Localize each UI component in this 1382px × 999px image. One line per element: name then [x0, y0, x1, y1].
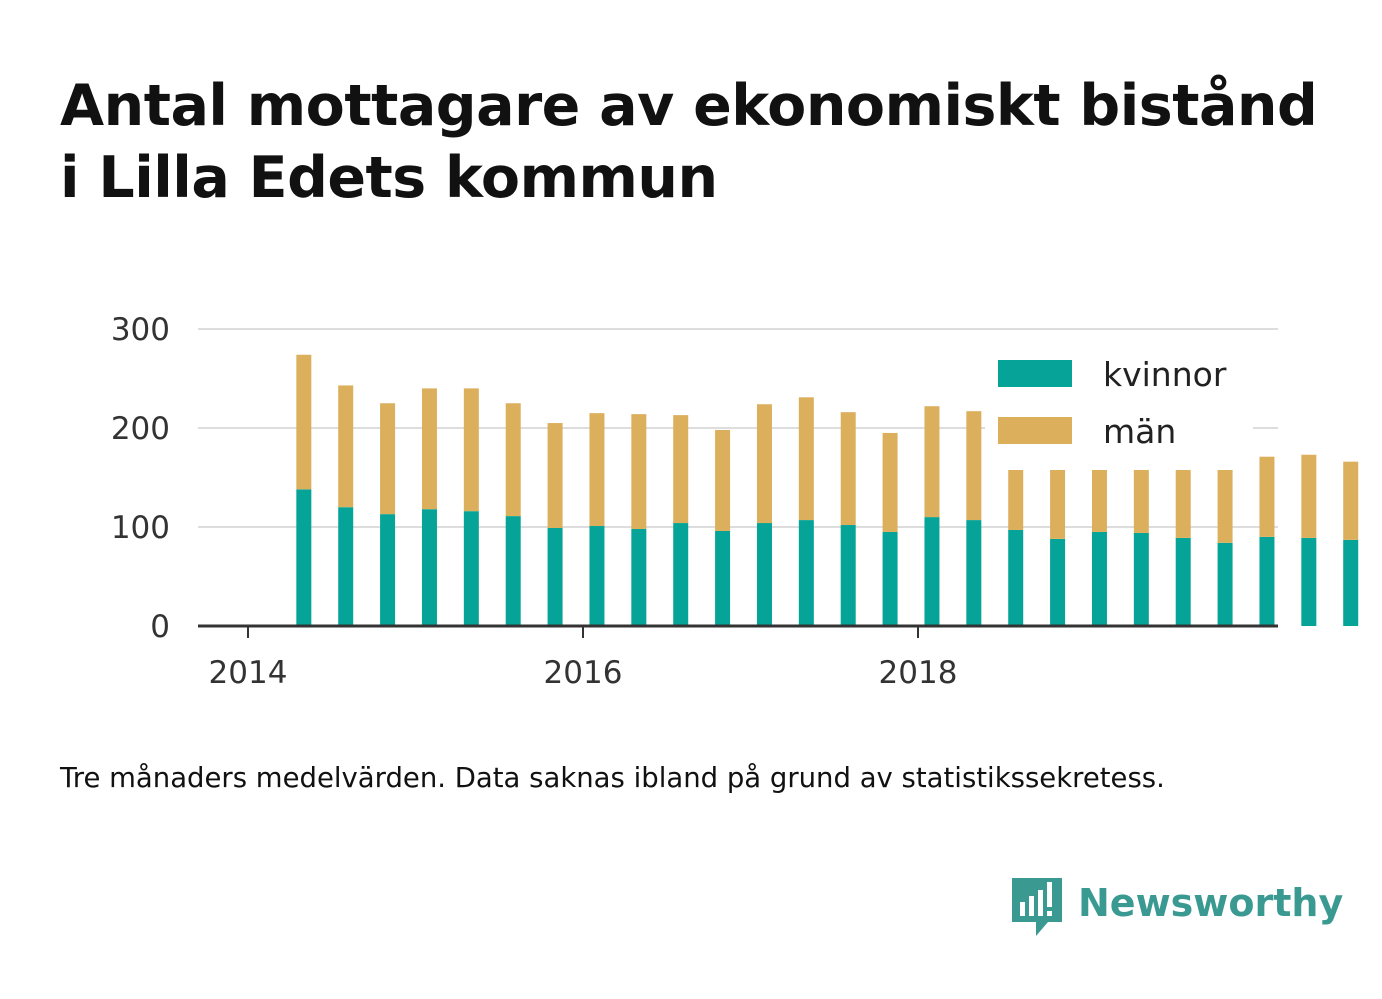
bar-segment-man	[882, 432, 898, 532]
bar-segment-man	[756, 404, 772, 524]
stacked-bar-chart: 0100200300201420162018202120232025 kvinn…	[111, 312, 1382, 691]
bar-segment-kvinnor	[547, 527, 563, 626]
chart-title: Antal mottagare av ekonomiskt bistånd i …	[60, 73, 1318, 211]
bar-segment-man	[715, 429, 731, 531]
footnote: Tre månaders medelvärden. Data saknas ib…	[60, 762, 1165, 794]
bar-segment-kvinnor	[338, 507, 354, 626]
bar-segment-kvinnor	[1050, 538, 1066, 626]
bar-segment-man	[1217, 467, 1233, 543]
brand[interactable]: Newsworthy	[1010, 876, 1343, 940]
legend-label-kvinnor: kvinnor	[1103, 355, 1227, 394]
y-tick-label: 200	[111, 411, 170, 447]
bar-segment-man	[798, 397, 814, 521]
bar-segment-man	[1259, 456, 1275, 537]
bar-segment-kvinnor	[296, 489, 312, 626]
bar-segment-kvinnor	[756, 523, 772, 626]
bar-segment-kvinnor	[1343, 539, 1359, 626]
bar-segment-man	[1343, 461, 1359, 540]
bar-segment-kvinnor	[380, 514, 396, 626]
legend-label-man: män	[1103, 412, 1176, 451]
legend: kvinnor män	[985, 350, 1253, 470]
bar-segment-kvinnor	[1259, 536, 1275, 626]
bar-segment-man	[966, 411, 982, 521]
y-tick-label: 0	[150, 609, 170, 645]
bar-segment-man	[631, 414, 647, 529]
bar-segment-kvinnor	[631, 528, 647, 626]
bar-segment-man	[505, 403, 521, 517]
x-tick-label: 2018	[879, 655, 958, 691]
bar-segment-kvinnor	[966, 520, 982, 626]
bar-segment-kvinnor	[505, 516, 521, 626]
bar-chart-speech-bubble-icon	[1012, 878, 1062, 936]
legend-swatch-man	[998, 417, 1072, 444]
bar-segment-kvinnor	[798, 520, 814, 626]
bar-segment-man	[673, 415, 689, 524]
bar-segment-kvinnor	[1091, 531, 1107, 626]
x-tick-label: 2016	[544, 655, 623, 691]
bar-segment-man	[840, 412, 856, 526]
bar-segment-kvinnor	[1301, 537, 1317, 626]
bar-segment-kvinnor	[840, 525, 856, 626]
bar-segment-man	[421, 388, 437, 510]
bar-segment-man	[589, 413, 605, 527]
bar-segment-man	[1301, 454, 1317, 538]
bar-segment-man	[547, 423, 563, 528]
bar-segment-man	[463, 388, 479, 512]
bar-segment-kvinnor	[924, 517, 940, 626]
bar-segment-man	[380, 403, 396, 515]
bar-segment-kvinnor	[1217, 542, 1233, 626]
bar-segment-kvinnor	[421, 509, 437, 626]
bar-segment-kvinnor	[882, 531, 898, 626]
x-tick-label: 2014	[209, 655, 288, 691]
legend-swatch-kvinnor	[998, 360, 1072, 387]
bar-segment-man	[338, 385, 354, 508]
brand-name: Newsworthy	[1078, 881, 1344, 925]
bar-segment-kvinnor	[463, 511, 479, 626]
y-tick-label: 300	[111, 312, 170, 348]
bar-segment-kvinnor	[589, 526, 605, 626]
bar-segment-kvinnor	[673, 523, 689, 626]
bar-segment-man	[1175, 458, 1191, 538]
bar-segment-man	[296, 354, 312, 490]
y-tick-label: 100	[111, 510, 170, 546]
bar-segment-kvinnor	[1175, 537, 1191, 626]
bar-segment-kvinnor	[1133, 532, 1149, 626]
bar-segment-kvinnor	[1008, 529, 1024, 626]
bar-segment-man	[924, 406, 940, 518]
bar-segment-kvinnor	[715, 530, 731, 626]
